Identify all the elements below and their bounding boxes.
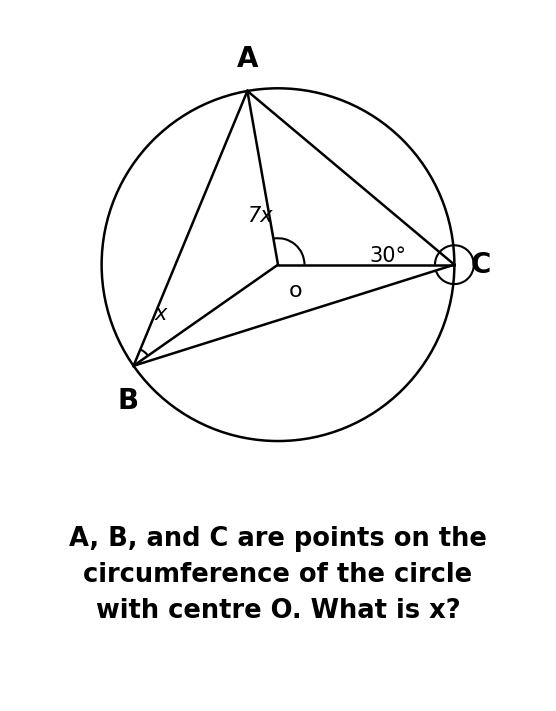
Text: 7x: 7x <box>247 206 272 226</box>
Text: A, B, and C are points on the
circumference of the circle
with centre O. What is: A, B, and C are points on the circumfere… <box>69 525 487 624</box>
Text: B: B <box>118 387 139 415</box>
Text: A: A <box>237 46 258 73</box>
Text: x: x <box>155 304 167 324</box>
Text: C: C <box>470 251 490 279</box>
Text: o: o <box>289 281 302 301</box>
Text: 30°: 30° <box>370 246 407 266</box>
